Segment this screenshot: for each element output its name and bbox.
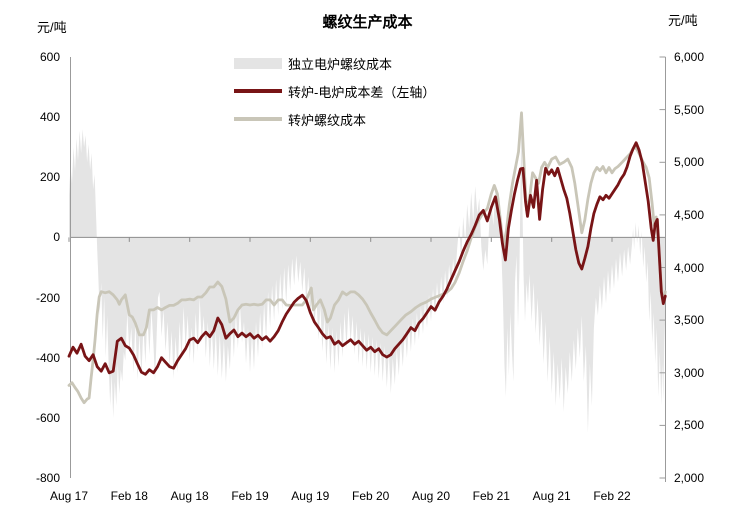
- area-swatch-icon: [234, 57, 282, 69]
- left-axis-tick-label: 600: [39, 50, 60, 64]
- left-axis-tick-label: 0: [53, 230, 60, 245]
- left-axis-tick-label: -400: [35, 350, 60, 365]
- legend-item-cost-diff: 转炉-电炉成本差（左轴）: [234, 84, 436, 100]
- x-axis-tick-label: Aug 19: [291, 489, 330, 503]
- cost-diff-line-series: [67, 141, 667, 376]
- legend-item-eaf-cost: 独立电炉螺纹成本: [234, 56, 435, 72]
- eaf-cost-area-series: [69, 114, 666, 433]
- chart-title: 螺纹生产成本: [322, 14, 413, 31]
- bof-cost-line-series: [67, 111, 667, 405]
- right-axis-tick-label: 3,500: [674, 313, 705, 328]
- left-axis-tick-label: 200: [39, 170, 60, 185]
- right-axis-tick-label: 2,500: [674, 418, 705, 433]
- line-swatch-icon: [234, 117, 282, 121]
- left-axis-tick-label: -800: [35, 471, 60, 485]
- legend-item-bof-cost: 转炉螺纹成本: [234, 112, 435, 128]
- right-axis-tick-label: 6,000: [674, 50, 705, 64]
- right-axis-unit-label: 元/吨: [668, 13, 698, 28]
- x-axis-tick-label: Feb 22: [593, 489, 631, 503]
- legend-label: 转炉-电炉成本差（左轴）: [288, 84, 436, 100]
- x-axis-tick-label: Aug 20: [411, 489, 451, 503]
- x-axis-tick-label: Feb 19: [231, 489, 269, 503]
- left-axis-tick-label: 400: [39, 110, 60, 125]
- right-axis-tick-label: 5,000: [674, 155, 705, 170]
- right-axis-tick-label: 4,000: [674, 260, 705, 275]
- x-axis-tick-label: Aug 21: [532, 489, 571, 503]
- left-axis-unit-label: 元/吨: [37, 20, 67, 35]
- legend-label: 独立电炉螺纹成本: [288, 56, 393, 72]
- x-axis-tick-label: Feb 18: [110, 489, 148, 503]
- x-axis-tick-label: Aug 18: [170, 489, 209, 503]
- x-axis-tick-label: Feb 20: [352, 489, 390, 503]
- line-swatch-icon: [234, 89, 282, 93]
- x-axis-tick-label: Aug 17: [49, 489, 89, 503]
- right-axis-tick-label: 5,500: [674, 102, 705, 117]
- legend: 独立电炉螺纹成本 转炉-电炉成本差（左轴） 转炉螺纹成本: [234, 56, 435, 140]
- left-axis-tick-label: -200: [35, 290, 60, 305]
- left-axis-tick-label: -600: [35, 410, 60, 425]
- legend-label: 转炉螺纹成本: [288, 112, 367, 128]
- x-axis-tick-label: Feb 21: [472, 489, 510, 503]
- right-axis-tick-label: 4,500: [674, 207, 705, 222]
- right-axis-tick-label: 3,000: [674, 365, 705, 380]
- right-axis-tick-label: 2,000: [674, 471, 705, 485]
